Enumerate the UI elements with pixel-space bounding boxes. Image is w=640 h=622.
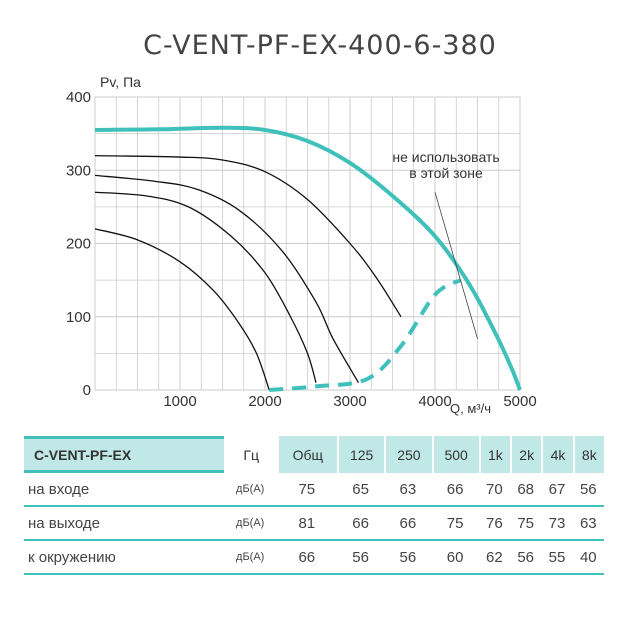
row-value: 75	[510, 507, 542, 541]
row-value: 55	[541, 541, 573, 575]
limit-line	[434, 192, 478, 339]
table-band-header: 8k	[572, 436, 604, 473]
x-tick-label: 1000	[163, 393, 196, 410]
speed-curve	[94, 191, 317, 383]
row-value: 67	[541, 473, 573, 507]
row-value: 66	[384, 507, 432, 541]
y-tick-label: 0	[83, 382, 91, 399]
x-tick-label: 2000	[248, 393, 281, 410]
row-value: 40	[572, 541, 604, 575]
main-curve	[94, 125, 522, 391]
speed-curve	[94, 228, 270, 391]
table-row: на входе дБ(А) 75 65 63 66 70 68 67 56	[24, 473, 604, 507]
row-label: на выходе	[24, 507, 224, 541]
row-value: 75	[431, 507, 479, 541]
chart-grid	[94, 96, 521, 391]
row-value: 56	[510, 541, 542, 575]
table-model-header: C-VENT-PF-EX	[24, 436, 224, 473]
table-row: на выходе дБ(А) 81 66 66 75 76 75 73 63	[24, 507, 604, 541]
table-band-header: Общ	[276, 436, 337, 473]
table-band-header: 125	[337, 436, 385, 473]
table-band-header: 500	[431, 436, 479, 473]
row-value: 75	[276, 473, 337, 507]
row-value: 56	[572, 473, 604, 507]
row-value: 66	[276, 541, 337, 575]
performance-chart: 0 100 200 300 400 1000 2000 3000 4000 5000 Pv, Па…	[66, 74, 537, 416]
chart-ticks: 0 100 200 300 400 1000 2000 3000 4000 5000	[66, 89, 537, 410]
table-row: к окружению дБ(А) 66 56 56 60 62 56 55 40	[24, 541, 604, 575]
row-value: 63	[384, 473, 432, 507]
row-value: 68	[510, 473, 542, 507]
table-unit-header: Гц	[223, 436, 277, 473]
noise-table: C-VENT-PF-EX Гц Общ 125 250 500 1k 2k 4k 8k на вх…	[24, 436, 604, 575]
y-tick-label: 300	[66, 162, 91, 179]
row-value: 65	[337, 473, 385, 507]
table-band-header: 4k	[541, 436, 573, 473]
row-value: 66	[337, 507, 385, 541]
x-tick-label: 4000	[418, 393, 451, 410]
annotation-line-1: не использовать	[392, 149, 499, 165]
y-tick-label: 100	[66, 309, 91, 326]
table-body: на входе дБ(А) 75 65 63 66 70 68 67 56 на выходе дБ…	[24, 473, 604, 575]
x-tick-label: 3000	[333, 393, 366, 410]
row-unit: дБ(А)	[223, 473, 277, 507]
chart-curves	[94, 125, 522, 392]
row-value: 70	[478, 473, 511, 507]
row-value: 66	[431, 473, 479, 507]
row-value: 62	[478, 541, 511, 575]
y-axis-label: Pv, Па	[100, 74, 141, 90]
row-label: к окружению	[24, 541, 224, 575]
annotation-line-2: в этой зоне	[409, 165, 483, 181]
row-value: 56	[337, 541, 385, 575]
table-band-header: 2k	[510, 436, 542, 473]
row-value: 76	[478, 507, 511, 541]
table-band-header: 250	[384, 436, 432, 473]
y-tick-label: 200	[66, 236, 91, 253]
row-value: 60	[431, 541, 479, 575]
row-unit: дБ(А)	[223, 507, 277, 541]
row-label: на входе	[24, 473, 224, 507]
x-axis-label: Q, м³/ч	[450, 401, 491, 416]
chart-title: C-VENT-PF-EX-400-6-380	[143, 30, 497, 61]
y-tick-label: 400	[66, 89, 91, 106]
speed-curve	[94, 174, 360, 384]
row-unit: дБ(А)	[223, 541, 277, 575]
x-tick-label: 5000	[503, 393, 536, 410]
row-value: 81	[276, 507, 337, 541]
efficiency-curve	[269, 278, 462, 392]
table-band-header: 1k	[478, 436, 511, 473]
speed-curve	[94, 154, 402, 318]
row-value: 63	[572, 507, 604, 541]
row-value: 56	[384, 541, 432, 575]
row-value: 73	[541, 507, 573, 541]
table-header-row: C-VENT-PF-EX Гц Общ 125 250 500 1k 2k 4k 8k	[24, 436, 604, 473]
